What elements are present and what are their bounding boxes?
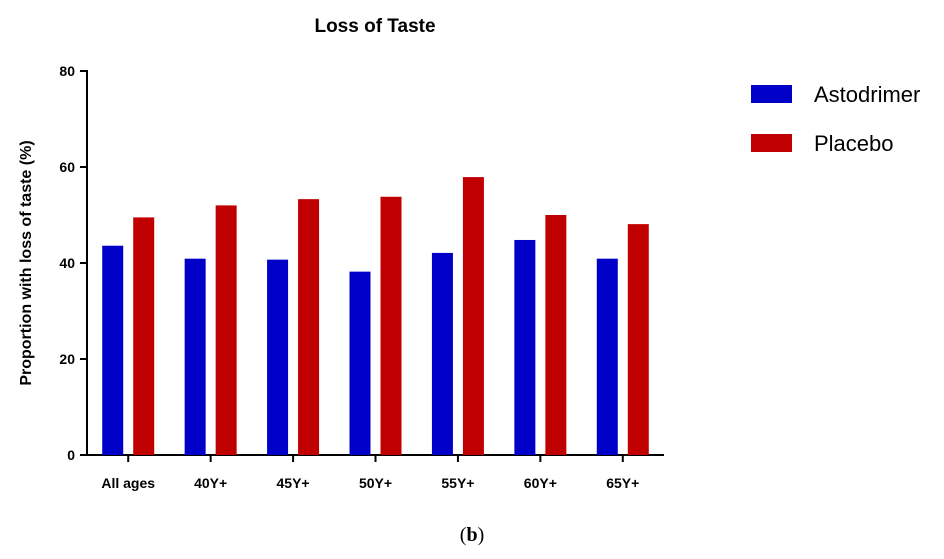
caption-letter: b <box>466 524 478 546</box>
legend-swatch-placebo <box>751 134 792 152</box>
y-tick-label: 60 <box>59 159 75 175</box>
y-tick-label: 40 <box>59 255 75 271</box>
bar-placebo <box>215 205 237 455</box>
chart-title: Loss of Taste <box>314 16 435 37</box>
x-tick-label: 65Y+ <box>606 475 639 491</box>
x-tick-label: 50Y+ <box>359 475 392 491</box>
bar-placebo <box>380 196 402 455</box>
y-tick-label: 0 <box>67 447 75 463</box>
bar-placebo <box>298 199 320 455</box>
y-axis-label: Proportion with loss of taste (%) <box>18 140 35 385</box>
y-tick-label: 80 <box>59 63 75 79</box>
bar-astodrimer <box>349 271 371 455</box>
bar-astodrimer <box>596 258 618 455</box>
bars <box>102 177 649 455</box>
legend-label-astodrimer: Astodrimer <box>814 82 920 107</box>
x-tick-label: 40Y+ <box>194 475 227 491</box>
bar-astodrimer <box>184 258 206 455</box>
y-tick-label: 20 <box>59 351 75 367</box>
x-tick-label: 60Y+ <box>524 475 557 491</box>
figure-caption: (b) <box>0 524 944 547</box>
legend: Astodrimer Placebo <box>751 82 920 156</box>
legend-label-placebo: Placebo <box>814 131 894 156</box>
y-axis-ticks: 0 20 40 60 80 <box>59 63 87 463</box>
x-axis-ticks: All ages 40Y+ 45Y+ 50Y+ 55Y+ 60Y+ 65Y+ <box>101 455 639 491</box>
bar-placebo <box>462 177 484 455</box>
x-tick-label: All ages <box>101 475 155 491</box>
x-tick-label: 45Y+ <box>277 475 310 491</box>
bar-astodrimer <box>431 252 453 455</box>
bar-placebo <box>545 215 567 455</box>
bar-placebo <box>627 224 649 455</box>
bar-placebo <box>133 217 155 455</box>
legend-swatch-astodrimer <box>751 85 792 103</box>
bar-astodrimer <box>514 239 536 455</box>
caption-open-paren: ( <box>459 524 467 546</box>
bar-astodrimer <box>102 245 124 455</box>
caption-close-paren: ) <box>477 524 485 546</box>
x-tick-label: 55Y+ <box>441 475 474 491</box>
bar-astodrimer <box>267 259 289 455</box>
